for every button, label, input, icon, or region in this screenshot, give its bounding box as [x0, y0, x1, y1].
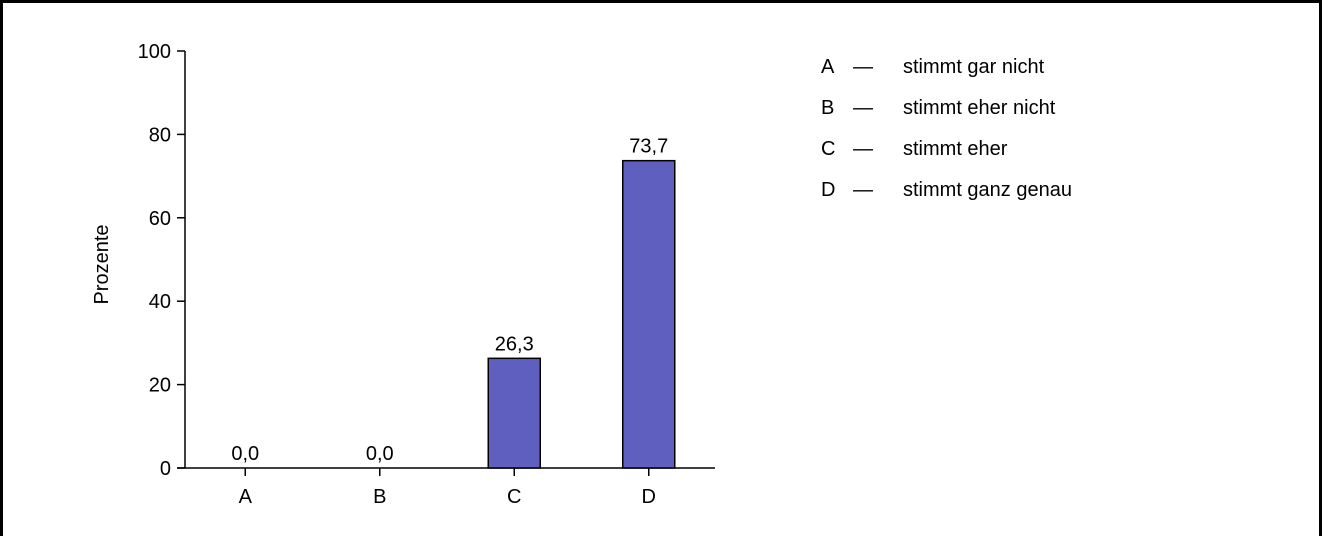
legend-key-a: A: [821, 56, 835, 78]
legend-text-d: stimmt ganz genau: [903, 179, 1072, 201]
data-label-d: 73,7: [629, 136, 668, 158]
legend-dash: —: [853, 56, 873, 78]
legend-text-a: stimmt gar nicht: [903, 56, 1045, 78]
x-tick-label-a: A: [239, 486, 253, 508]
y-tick-label: 100: [138, 41, 171, 63]
chart-legend: A — stimmt gar nicht B — stimmt eher nicht C — s…: [821, 56, 1072, 201]
data-label-b: 0,0: [366, 443, 394, 465]
y-tick-label: 80: [149, 124, 171, 146]
x-tick-label-d: D: [642, 486, 656, 508]
data-label-c: 26,3: [495, 333, 534, 355]
chart-axes: 0 20 40 60 80 100 Prozente A B C D: [91, 41, 715, 508]
legend-text-b: stimmt eher nicht: [903, 97, 1056, 119]
legend-dash: —: [853, 179, 873, 201]
y-tick-label: 20: [149, 375, 171, 397]
legend-key-b: B: [821, 97, 834, 119]
legend-text-c: stimmt eher: [903, 138, 1008, 160]
legend-dash: —: [853, 138, 873, 160]
legend-key-c: C: [821, 138, 835, 160]
bar-d: [622, 159, 676, 469]
x-tick-label-c: C: [507, 486, 521, 508]
legend-dash: —: [853, 97, 873, 119]
y-tick-label: 40: [149, 291, 171, 313]
chart-bars: 0,0 0,0 26,3 73,7: [231, 136, 676, 469]
y-tick-label: 60: [149, 208, 171, 230]
y-axis-title: Prozente: [91, 224, 113, 304]
legend-key-d: D: [821, 179, 835, 201]
x-tick-label-b: B: [373, 486, 386, 508]
y-tick-label: 0: [160, 458, 171, 480]
data-label-a: 0,0: [231, 443, 259, 465]
bar-c: [487, 357, 541, 469]
